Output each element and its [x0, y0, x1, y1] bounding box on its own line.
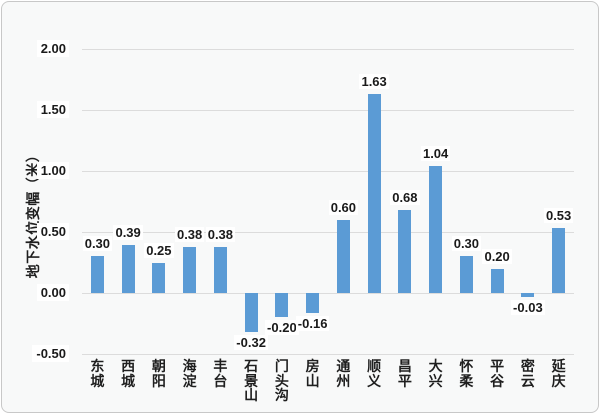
- bar: [90, 256, 104, 293]
- bar: [121, 245, 135, 293]
- bar: [152, 262, 166, 293]
- bar: [490, 268, 504, 293]
- bar-value-text: 0.68: [390, 190, 420, 206]
- bar-value-label: -0.20: [252, 320, 312, 336]
- y-tick-label: 0.50: [2, 223, 69, 241]
- y-tick-label: 2.00: [2, 40, 69, 58]
- y-tick-label: 1.00: [2, 162, 69, 180]
- y-tick-text: 0.00: [36, 284, 69, 301]
- bar: [367, 94, 381, 293]
- y-tick-text: 2.00: [36, 40, 69, 57]
- bar: [306, 293, 320, 313]
- y-tick-text: 0.50: [36, 223, 69, 240]
- x-category-label: 房 山: [305, 360, 320, 390]
- bar-value-label: -0.32: [221, 335, 281, 351]
- bar-value-text: 0.25: [144, 242, 174, 258]
- bar-value-label: 0.20: [467, 248, 527, 265]
- bar: [552, 228, 566, 293]
- x-category-label: 平 谷: [490, 360, 505, 390]
- y-tick-label: 0.00: [2, 284, 69, 302]
- x-category-label: 大 兴: [428, 360, 443, 390]
- bar-value-text: 0.38: [205, 226, 236, 242]
- x-category-label: 朝 阳: [151, 360, 166, 390]
- y-tick-text: -0.50: [32, 345, 69, 362]
- x-category-label: 怀 柔: [459, 360, 474, 390]
- x-category-label: 西 城: [121, 360, 136, 390]
- bar: [244, 293, 258, 333]
- bar: [521, 293, 535, 297]
- gridline: [82, 354, 574, 355]
- y-tick-label: -0.50: [2, 345, 69, 363]
- gridline: [82, 293, 574, 294]
- bar-value-label: 0.39: [98, 225, 158, 241]
- bar-value-text: -0.03: [511, 299, 545, 315]
- bar-value-text: 1.63: [359, 74, 389, 90]
- bar-value-text: 0.30: [451, 236, 482, 252]
- bar-value-label: 1.04: [406, 146, 466, 162]
- bar: [275, 293, 289, 318]
- bar-value-text: -0.32: [234, 335, 268, 351]
- bar: [398, 210, 412, 293]
- x-category-label: 东 城: [90, 360, 105, 390]
- bar-value-label: 0.38: [190, 226, 250, 243]
- bar-value-label: 0.38: [160, 226, 220, 243]
- x-category-label: 延 庆: [551, 360, 566, 390]
- gridline: [82, 232, 574, 233]
- x-category-label: 石 景 山: [244, 360, 259, 404]
- gridline: [82, 171, 574, 172]
- gridline: [82, 110, 574, 111]
- bar-value-text: 0.30: [82, 236, 113, 252]
- bar-value-text: 0.53: [543, 208, 574, 224]
- x-category-label: 海 淀: [182, 360, 197, 390]
- bar-value-text: 0.60: [328, 199, 359, 215]
- bar-value-label: -0.16: [283, 315, 343, 332]
- x-category-label: 丰 台: [213, 360, 228, 390]
- y-tick-label: 1.50: [2, 101, 69, 119]
- bar: [183, 246, 197, 293]
- y-tick-text: 1.50: [36, 101, 69, 118]
- x-category-label: 通 州: [336, 360, 351, 390]
- gridline: [82, 49, 574, 50]
- bar-value-text: -0.16: [295, 315, 330, 331]
- bar: [459, 256, 473, 293]
- bar-value-text: 1.04: [420, 146, 451, 162]
- bar-value-label: 0.60: [313, 199, 373, 216]
- bar-value-label: -0.03: [498, 299, 558, 316]
- bar-value-text: 0.38: [174, 226, 205, 242]
- x-category-label: 密 云: [520, 360, 535, 390]
- bar-value-label: 0.30: [67, 236, 127, 252]
- bar-value-label: 0.68: [375, 190, 435, 206]
- x-category-label: 门 头 沟: [274, 360, 289, 404]
- y-tick-text: 1.00: [36, 162, 69, 179]
- bar-value-label: 0.53: [529, 208, 589, 224]
- bar-value-label: 1.63: [344, 74, 404, 90]
- x-category-label: 昌 平: [397, 360, 412, 390]
- bar: [213, 246, 227, 293]
- bar-value-label: 0.25: [129, 242, 189, 259]
- bar: [429, 166, 443, 293]
- bar: [336, 219, 350, 293]
- bar-value-text: 0.20: [482, 248, 512, 264]
- bar-value-label: 0.30: [436, 236, 496, 252]
- bar-value-text: 0.39: [113, 225, 143, 241]
- x-category-label: 顺 义: [367, 360, 382, 390]
- bar-value-text: -0.20: [265, 320, 299, 336]
